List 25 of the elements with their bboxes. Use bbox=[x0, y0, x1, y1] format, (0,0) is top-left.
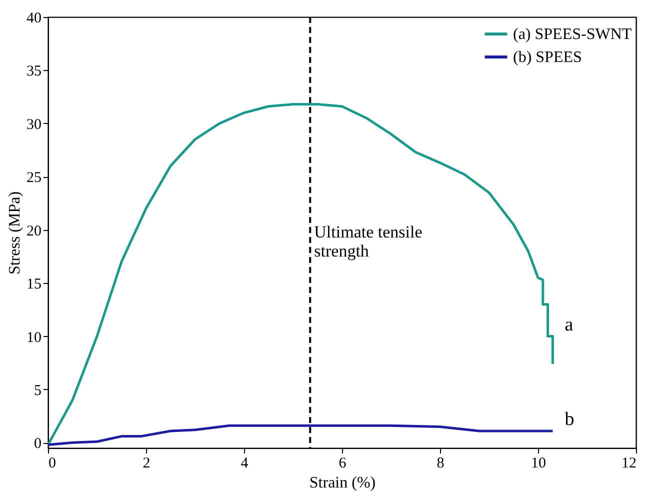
line-series bbox=[48, 103, 554, 446]
y-tick-label: 35 bbox=[26, 64, 42, 80]
x-tick-label: 12 bbox=[622, 456, 636, 472]
x-tick-label: 10 bbox=[531, 456, 546, 472]
y-tick-label: 0 bbox=[34, 436, 42, 452]
y-axis-title: Stress (MPa) bbox=[6, 191, 24, 275]
x-tick-label: 6 bbox=[338, 456, 347, 472]
ref-line-label: Ultimate tensile strength bbox=[314, 222, 422, 260]
y-tick-label: 15 bbox=[26, 276, 42, 293]
y-tick-label: 25 bbox=[26, 170, 42, 186]
y-tick-label: 10 bbox=[26, 330, 42, 346]
x-tick-label: 4 bbox=[240, 456, 249, 472]
x-tick-label: 0 bbox=[48, 456, 56, 472]
x-tick-label: 8 bbox=[436, 456, 444, 472]
annotation: a bbox=[564, 314, 574, 336]
legend-label: (b) SPEES bbox=[513, 49, 582, 66]
legend-label: (a) SPEES-SWNT bbox=[513, 26, 632, 43]
x-tick-label: 2 bbox=[142, 456, 150, 472]
y-tick-label: 5 bbox=[34, 382, 42, 399]
line-series bbox=[48, 424, 554, 446]
y-tick-label: 20 bbox=[26, 223, 42, 240]
annotation: b bbox=[564, 408, 574, 430]
y-tick-label: 30 bbox=[26, 116, 42, 133]
y-tick-label: 40 bbox=[26, 10, 42, 26]
x-axis-title: Strain (%) bbox=[309, 474, 376, 492]
